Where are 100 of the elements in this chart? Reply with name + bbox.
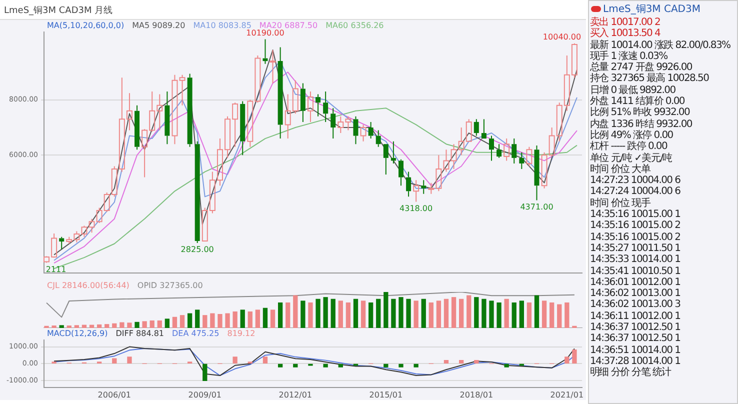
text: 819.12 (227, 329, 256, 338)
candlestick (413, 180, 420, 202)
candlestick (240, 100, 246, 156)
annotation: 4318.00 (400, 204, 433, 213)
bar (519, 300, 524, 328)
text: 总量 2747 开盘 9926.00 (589, 62, 693, 74)
candlestick (496, 144, 502, 158)
text: 14:35:16 10015.00 2 (589, 232, 682, 243)
text: 14:36:02 10013.00 3 (589, 299, 682, 311)
candlestick (194, 140, 200, 244)
text: LmeS_铜3M CAD3M (603, 3, 700, 16)
bar (421, 298, 426, 328)
bar (255, 310, 260, 328)
bar (293, 364, 298, 368)
series-label: DEA 475.25 (172, 329, 220, 338)
bar (308, 302, 313, 328)
text: 内盘 1336 昨结 9932.00 (589, 118, 693, 130)
bar (564, 302, 570, 328)
bar (218, 314, 222, 328)
bar (391, 298, 396, 328)
bar (180, 315, 185, 328)
candlestick (179, 74, 186, 106)
bar (225, 313, 230, 328)
text: 14:36:11 10012.00 1 (589, 310, 682, 322)
bar (504, 298, 509, 328)
bar (496, 302, 502, 328)
text: 14:36:02 10013.00 1 (589, 288, 682, 300)
bar (202, 315, 208, 328)
bar (59, 325, 64, 328)
bar (232, 311, 238, 328)
bar (451, 297, 456, 328)
text: MA10 8083.85 (193, 21, 252, 30)
text: MA60 6356.26 (326, 21, 384, 30)
text: MA20 6887.50 (259, 21, 318, 30)
text: 比例 51% 昨收 9932.00 (589, 107, 691, 118)
text: 时间 价位 现手 (589, 198, 652, 210)
bar (157, 320, 162, 328)
bar (120, 322, 124, 328)
candlestick (316, 94, 321, 117)
candlestick (330, 108, 336, 140)
text: 买入 10013.50 4 (589, 28, 662, 40)
text: 单位 元/吨 ✓美元/吨 (589, 152, 673, 164)
bar (474, 360, 479, 364)
bar (368, 302, 374, 328)
text: 14:35:16 10015.00 1 (589, 209, 682, 220)
bar (127, 322, 132, 328)
candlestick (421, 180, 426, 194)
bar (112, 323, 117, 328)
bar (164, 318, 170, 328)
bar (444, 360, 449, 364)
bar (406, 298, 411, 328)
bar (338, 300, 343, 328)
bar (134, 322, 140, 328)
text: CJL 28146.00(56:44) (47, 281, 130, 290)
candlestick (504, 138, 510, 162)
annotation: 10040.00 (542, 32, 582, 42)
candlestick (481, 118, 486, 139)
bar (262, 356, 268, 364)
candlestick (134, 104, 140, 150)
bar (286, 302, 290, 328)
bar (248, 311, 252, 328)
bar (398, 297, 404, 328)
annotation: 2111 (46, 264, 66, 274)
bar (323, 364, 328, 368)
x-tick-label: 2012/01 (278, 390, 312, 400)
text: 现手 1 涨速 0.03% (589, 50, 668, 62)
text: 卖出 10017.00 2 (589, 17, 662, 28)
bar (398, 364, 404, 368)
candlestick (360, 124, 366, 142)
text: 持仓 327365 最高 10028.50 (589, 73, 710, 85)
bar (210, 313, 215, 328)
bar (89, 324, 94, 328)
bar (414, 364, 418, 368)
text: 14:35:41 10010.50 1 (589, 266, 682, 277)
text: MA5 9089.20 (132, 21, 186, 30)
annotation: 4371.00 (520, 202, 554, 212)
candlestick (187, 73, 192, 148)
bar (512, 302, 516, 328)
candlestick (262, 38, 268, 64)
text: 14:36:01 10012.00 1 (589, 276, 682, 288)
bar (202, 364, 208, 381)
text: 比例 49% 涨停 0.00 (589, 130, 674, 141)
candlestick (519, 152, 524, 170)
text: 明细 分价 分笔 统计 (589, 367, 672, 378)
bar (300, 300, 306, 328)
bar (232, 356, 238, 364)
bar (330, 298, 336, 328)
bar (104, 324, 110, 328)
text: 14:37:28 10014.00 1 (589, 356, 682, 367)
bar (338, 364, 343, 368)
text: 杠杆 ----- 跌停 0.00 (589, 141, 668, 152)
candlestick (300, 82, 306, 122)
bar (542, 300, 547, 328)
candlestick (398, 158, 404, 186)
candlestick (534, 144, 540, 201)
text: 14:35:16 10015.00 2 (589, 220, 682, 232)
bar (474, 297, 479, 328)
bar (436, 300, 442, 328)
candlestick (172, 74, 178, 145)
candlestick (376, 130, 381, 148)
